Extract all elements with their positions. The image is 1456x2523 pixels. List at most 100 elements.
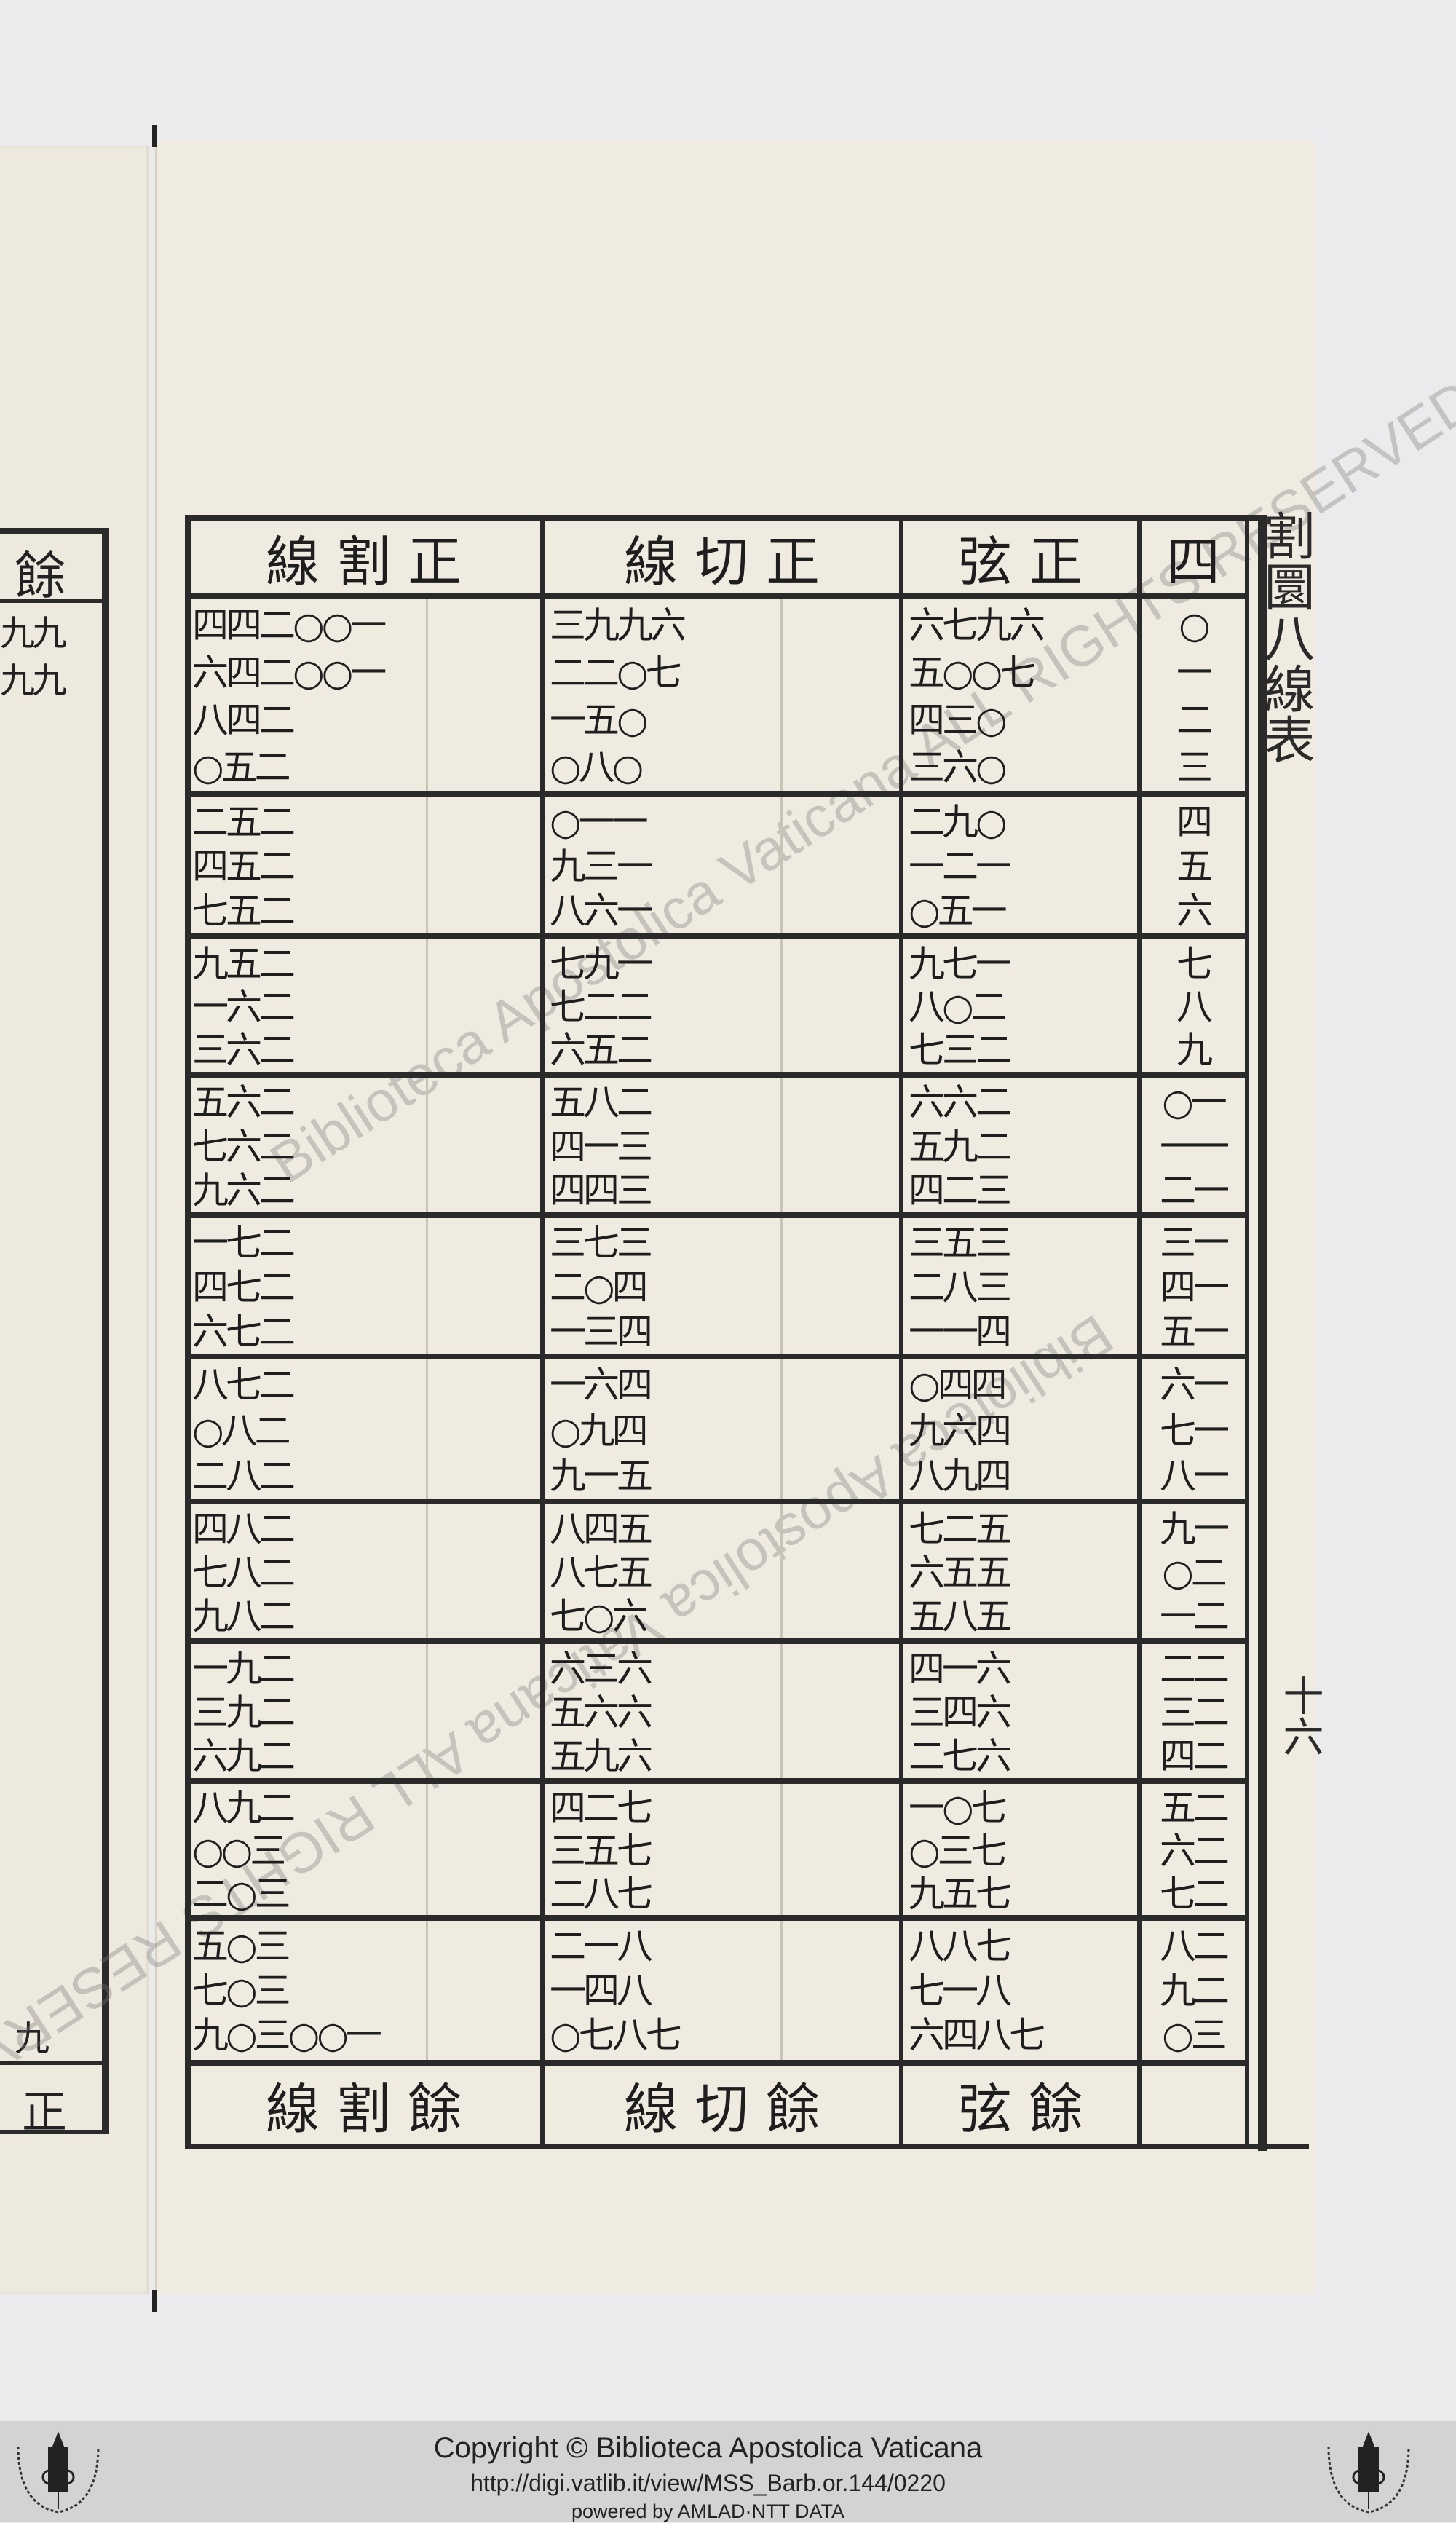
left-cell: 九九 [0,660,67,701]
table-border-left [185,515,191,2144]
sine-value: 七二五 [909,1508,1012,1550]
tangent-value: 八四五 [550,1508,653,1550]
column-footer: 線 切 餘 [623,2078,820,2141]
tangent-value: 一五○ [550,698,649,741]
column-header: 弦 正 [957,531,1083,593]
block-divider [185,1778,1247,1784]
sine-value: 八九四 [909,1454,1012,1497]
secant-value: 七八二 [192,1552,296,1594]
sine-value: 三四六 [909,1691,1012,1734]
secant-value: 一七二 [192,1222,296,1265]
minute-value: ○二 [1162,1552,1227,1594]
sine-value: 七一八 [909,1969,1012,2012]
sine-value: 一二一 [909,845,1012,888]
minute-value: 六 [1176,890,1213,933]
header-divider [185,593,1247,599]
sine-value: 二八三 [909,1266,1012,1308]
secant-value: 三六二 [192,1029,296,1072]
secant-value: 一六二 [192,986,296,1028]
column-subdivider [426,596,428,2060]
sine-value: ○四四 [909,1364,1008,1407]
minute-value: 一一 [1160,1125,1230,1168]
sine-value: 二九○ [909,800,1008,843]
minute-value: 二一 [1160,1169,1230,1212]
tangent-value: 三五七 [550,1830,653,1872]
tangent-value: 三七三 [550,1222,653,1265]
tangent-value: 九三一 [550,845,653,888]
secant-value: 四七二 [192,1266,296,1308]
tangent-value: ○八○ [550,746,644,789]
secant-value: 九○三○○一 [192,2013,382,2056]
secant-value: ○○三 [192,1830,286,1872]
tangent-value: ○一一 [550,800,649,843]
tangent-value: 一六四 [550,1364,653,1407]
left-footer: 正 [22,2085,67,2139]
secant-value: 六四二○○一 [192,651,387,694]
table-border-right [1258,515,1267,2151]
vatican-library-logo-right [1327,2431,1410,2514]
sine-value: 九六四 [909,1409,1012,1452]
column-divider [1245,515,1249,2144]
tangent-value: 七○六 [550,1595,649,1638]
sine-value: 一○七 [909,1787,1008,1830]
table-border-top [185,515,1265,521]
sine-value: 八八七 [909,1924,1012,1967]
page-number: 十六 [1276,1675,1324,1756]
minute-value: 八二 [1160,1924,1230,1967]
sine-value: 二七六 [909,1735,1012,1777]
block-divider [185,1499,1247,1504]
secant-value: 九八二 [192,1595,296,1638]
minute-value: 二二 [1160,1648,1230,1690]
minute-value: ○一 [1162,1081,1227,1124]
tangent-value: 六三六 [550,1648,653,1690]
tangent-value: 四二七 [550,1787,653,1830]
sine-value: 四二三 [909,1169,1012,1212]
secant-value: 七六二 [192,1125,296,1168]
left-table-border [0,2130,109,2134]
sine-value: 六五五 [909,1552,1012,1594]
sine-value: ○三七 [909,1830,1008,1872]
spine-mark [152,2290,157,2312]
minute-value: 七二 [1160,1872,1230,1915]
vatican-library-logo-left [17,2431,100,2514]
tangent-value: ○七八七 [550,2013,682,2056]
secant-value: 八七二 [192,1364,296,1407]
left-table-border [0,599,109,603]
spine-mark [152,125,157,147]
minute-value: 一 [1176,651,1213,694]
tangent-value: 一四八 [550,1969,653,2012]
tangent-value: 四一三 [550,1125,653,1168]
left-cell: 九九 [0,613,67,654]
sine-value: 四一六 [909,1648,1012,1690]
secant-value: 七五二 [192,890,296,933]
tangent-value: 七二二 [550,986,653,1028]
minute-value: 八 [1176,986,1213,1028]
table-border-bottom [185,2144,1309,2149]
minute-value: 三二 [1160,1691,1230,1734]
minute-value: 一二 [1160,1595,1230,1638]
tangent-value: 七九一 [550,942,653,985]
tangent-value: 二八七 [550,1872,653,1915]
secant-value: 一九二 [192,1648,296,1690]
minute-value: ○ [1179,604,1211,647]
sine-value: 九五七 [909,1872,1012,1915]
secant-value: 二○三 [192,1872,291,1915]
tangent-value: 四四三 [550,1169,653,1212]
sine-value: 六四八七 [909,2013,1045,2056]
sine-value: 八○二 [909,986,1008,1028]
secant-value: 九六二 [192,1169,296,1212]
source-url[interactable]: http://digi.vatlib.it/view/MSS_Barb.or.1… [470,2470,946,2496]
column-header: 線 切 正 [623,531,820,593]
block-divider [185,1915,1247,1921]
sine-value: 六七九六 [909,604,1045,647]
left-table-border [0,528,109,534]
secant-value: 八四二 [192,698,296,741]
left-table-border [0,2061,109,2065]
tangent-value: 九一五 [550,1454,653,1497]
column-footer: 線 割 餘 [265,2078,462,2141]
sine-value: 五○○七 [909,651,1036,694]
minute-value: 六二 [1160,1830,1230,1872]
left-cell: 九 [15,2018,50,2059]
minute-value: 四一 [1160,1266,1230,1308]
column-footer: 弦 餘 [957,2078,1083,2141]
